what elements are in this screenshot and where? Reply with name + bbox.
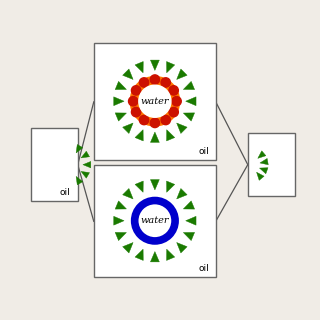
Polygon shape bbox=[166, 249, 175, 260]
Polygon shape bbox=[123, 243, 133, 253]
Text: oil: oil bbox=[199, 147, 210, 156]
Polygon shape bbox=[150, 180, 159, 190]
Text: water: water bbox=[140, 97, 169, 106]
Circle shape bbox=[169, 86, 178, 95]
Circle shape bbox=[139, 85, 171, 117]
Polygon shape bbox=[115, 232, 126, 241]
Circle shape bbox=[140, 78, 149, 87]
Bar bbox=[94, 43, 216, 160]
Polygon shape bbox=[123, 123, 133, 133]
Circle shape bbox=[140, 115, 149, 125]
Polygon shape bbox=[114, 216, 124, 225]
Polygon shape bbox=[135, 130, 143, 141]
Polygon shape bbox=[177, 243, 187, 253]
Circle shape bbox=[161, 78, 171, 87]
Polygon shape bbox=[76, 145, 83, 153]
Bar bbox=[31, 128, 78, 201]
Polygon shape bbox=[177, 188, 187, 199]
Polygon shape bbox=[135, 61, 143, 73]
Polygon shape bbox=[257, 172, 264, 180]
Text: oil: oil bbox=[199, 264, 210, 273]
Text: water: water bbox=[140, 216, 169, 225]
Circle shape bbox=[150, 75, 160, 84]
Circle shape bbox=[169, 108, 178, 117]
Circle shape bbox=[137, 203, 172, 238]
Polygon shape bbox=[183, 232, 195, 241]
Polygon shape bbox=[123, 69, 133, 79]
Circle shape bbox=[130, 76, 180, 126]
Circle shape bbox=[132, 86, 141, 95]
Bar bbox=[248, 133, 295, 196]
Polygon shape bbox=[150, 252, 159, 262]
Polygon shape bbox=[183, 81, 195, 90]
Polygon shape bbox=[115, 81, 126, 90]
Circle shape bbox=[161, 115, 171, 125]
Polygon shape bbox=[135, 181, 143, 192]
Bar bbox=[94, 165, 216, 277]
Polygon shape bbox=[177, 123, 187, 133]
Circle shape bbox=[129, 97, 138, 106]
Circle shape bbox=[172, 97, 181, 106]
Polygon shape bbox=[258, 151, 266, 158]
Polygon shape bbox=[186, 97, 196, 106]
Polygon shape bbox=[260, 158, 268, 165]
Polygon shape bbox=[76, 176, 83, 185]
Polygon shape bbox=[177, 69, 187, 79]
Polygon shape bbox=[114, 97, 124, 106]
Polygon shape bbox=[150, 60, 159, 70]
Circle shape bbox=[150, 118, 160, 128]
Polygon shape bbox=[81, 172, 90, 178]
Polygon shape bbox=[83, 162, 91, 168]
Polygon shape bbox=[166, 181, 175, 192]
Polygon shape bbox=[166, 61, 175, 73]
Polygon shape bbox=[115, 201, 126, 209]
Polygon shape bbox=[183, 113, 195, 121]
Polygon shape bbox=[115, 113, 126, 121]
Polygon shape bbox=[123, 188, 133, 199]
Polygon shape bbox=[166, 130, 175, 141]
Polygon shape bbox=[150, 132, 159, 142]
Polygon shape bbox=[81, 151, 90, 158]
Polygon shape bbox=[186, 216, 196, 225]
Polygon shape bbox=[135, 249, 143, 260]
Polygon shape bbox=[183, 201, 195, 209]
Polygon shape bbox=[260, 168, 268, 174]
Circle shape bbox=[132, 108, 141, 117]
Text: oil: oil bbox=[59, 188, 70, 196]
